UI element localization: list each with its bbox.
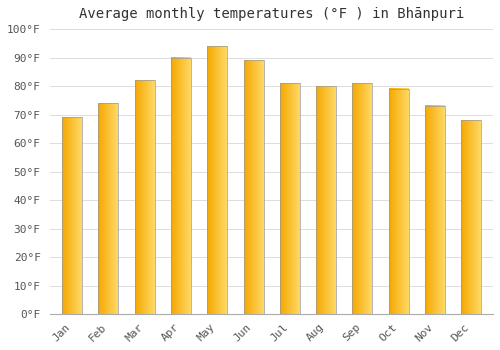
Bar <box>352 83 372 314</box>
Bar <box>316 86 336 314</box>
Bar <box>62 117 82 314</box>
Bar <box>280 83 300 314</box>
Bar <box>388 89 408 314</box>
Bar <box>462 120 481 314</box>
Bar <box>171 57 191 314</box>
Bar <box>135 80 154 314</box>
Bar <box>244 61 264 314</box>
Bar <box>425 106 445 314</box>
Bar <box>98 103 118 314</box>
Title: Average monthly temperatures (°F ) in Bhānpuri: Average monthly temperatures (°F ) in Bh… <box>79 7 464 21</box>
Bar <box>208 46 228 314</box>
